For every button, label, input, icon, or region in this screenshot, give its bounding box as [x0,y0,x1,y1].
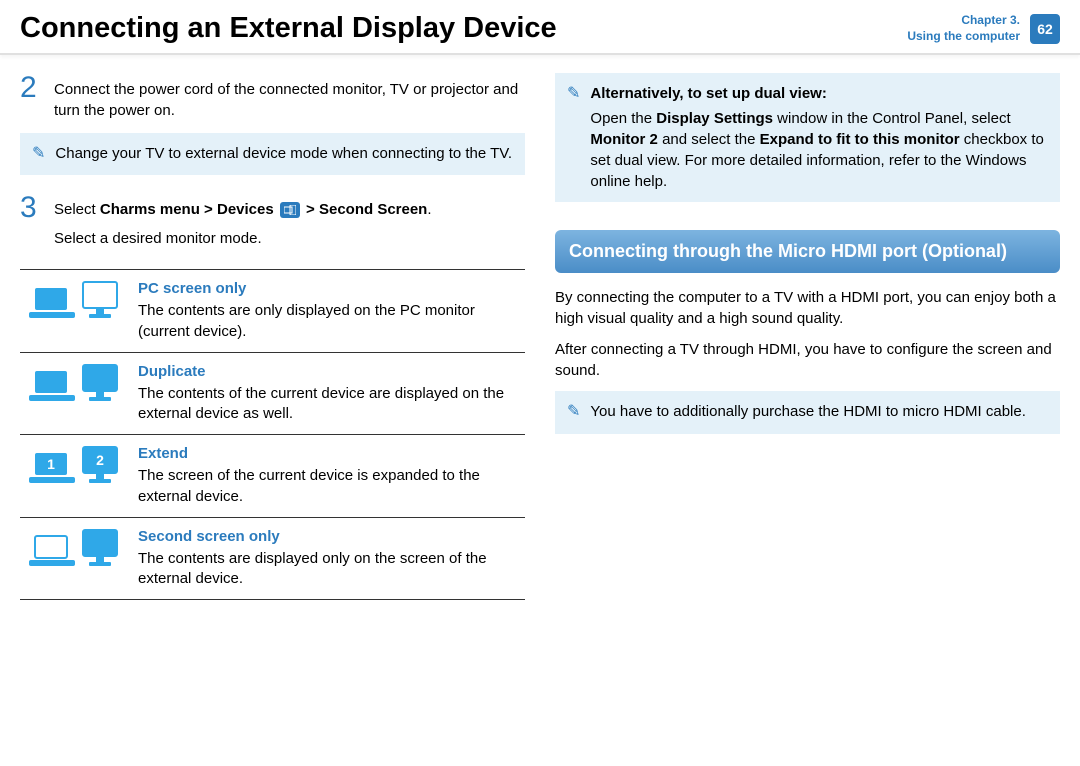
mode-description: The contents are only displayed on the P… [138,301,517,342]
step-2: 2 Connect the power cord of the connecte… [20,73,525,121]
section-hdmi-header: Connecting through the Micro HDMI port (… [555,230,1060,273]
mode-label: Extend [138,445,517,462]
laptop-icon: 1 [29,449,75,487]
monitor-icon: 2 [79,445,121,487]
note-icon: ✎ [567,83,580,192]
note-text: You have to additionally purchase the HD… [590,401,1026,423]
left-column: 2 Connect the power cord of the connecte… [20,73,525,600]
table-row: 1 2 Extend The screen of the current dev… [20,435,525,518]
page-number-badge: 62 [1030,14,1060,44]
step-number: 2 [20,73,44,121]
laptop-icon [29,367,75,405]
table-row: PC screen only The contents are only dis… [20,270,525,353]
right-column: ✎ Alternatively, to set up dual view: Op… [555,73,1060,600]
mode-icon-cell [20,352,130,435]
table-row: Second screen only The contents are disp… [20,517,525,600]
chapter-text: Chapter 3. Using the computer [907,13,1020,44]
note-tv-mode: ✎ Change your TV to external device mode… [20,133,525,175]
devices-icon [280,202,300,218]
mode-description: The contents are displayed only on the s… [138,549,517,590]
mode-label: PC screen only [138,280,517,297]
monitor-icon [79,363,121,405]
mode-icon-cell [20,517,130,600]
monitor-icon [79,528,121,570]
mode-label: Duplicate [138,363,517,380]
note-dual-view: ✎ Alternatively, to set up dual view: Op… [555,73,1060,202]
mode-description: The screen of the current device is expa… [138,466,517,507]
note-text: Change your TV to external device mode w… [55,143,512,165]
page-title: Connecting an External Display Device [20,12,557,45]
note-body: Alternatively, to set up dual view: Open… [590,83,1048,192]
mode-icon-cell: 1 2 [20,435,130,518]
laptop-icon [29,284,75,322]
page-header: Connecting an External Display Device Ch… [0,0,1080,55]
hdmi-para2: After connecting a TV through HDMI, you … [555,339,1060,381]
step-3: 3 Select Charms menu > Devices > Second … [20,193,525,257]
step-text: Connect the power cord of the connected … [54,73,525,121]
hdmi-para1: By connecting the computer to a TV with … [555,287,1060,329]
table-row: Duplicate The contents of the current de… [20,352,525,435]
note-icon: ✎ [567,401,580,423]
note-text: Open the Display Settings window in the … [590,108,1048,192]
mode-icon-cell [20,270,130,353]
svg-text:2: 2 [96,452,104,468]
mode-description: The contents of the current device are d… [138,384,517,425]
mode-label: Second screen only [138,528,517,545]
note-icon: ✎ [32,143,45,165]
step-body: Select Charms menu > Devices > Second Sc… [54,193,432,257]
monitor-icon [79,280,121,322]
laptop-icon [29,532,75,570]
chapter-info: Chapter 3. Using the computer 62 [907,13,1060,44]
svg-text:1: 1 [47,456,55,472]
step-number: 3 [20,193,44,257]
monitor-mode-table: PC screen only The contents are only dis… [20,269,525,600]
note-hdmi-cable: ✎ You have to additionally purchase the … [555,391,1060,433]
